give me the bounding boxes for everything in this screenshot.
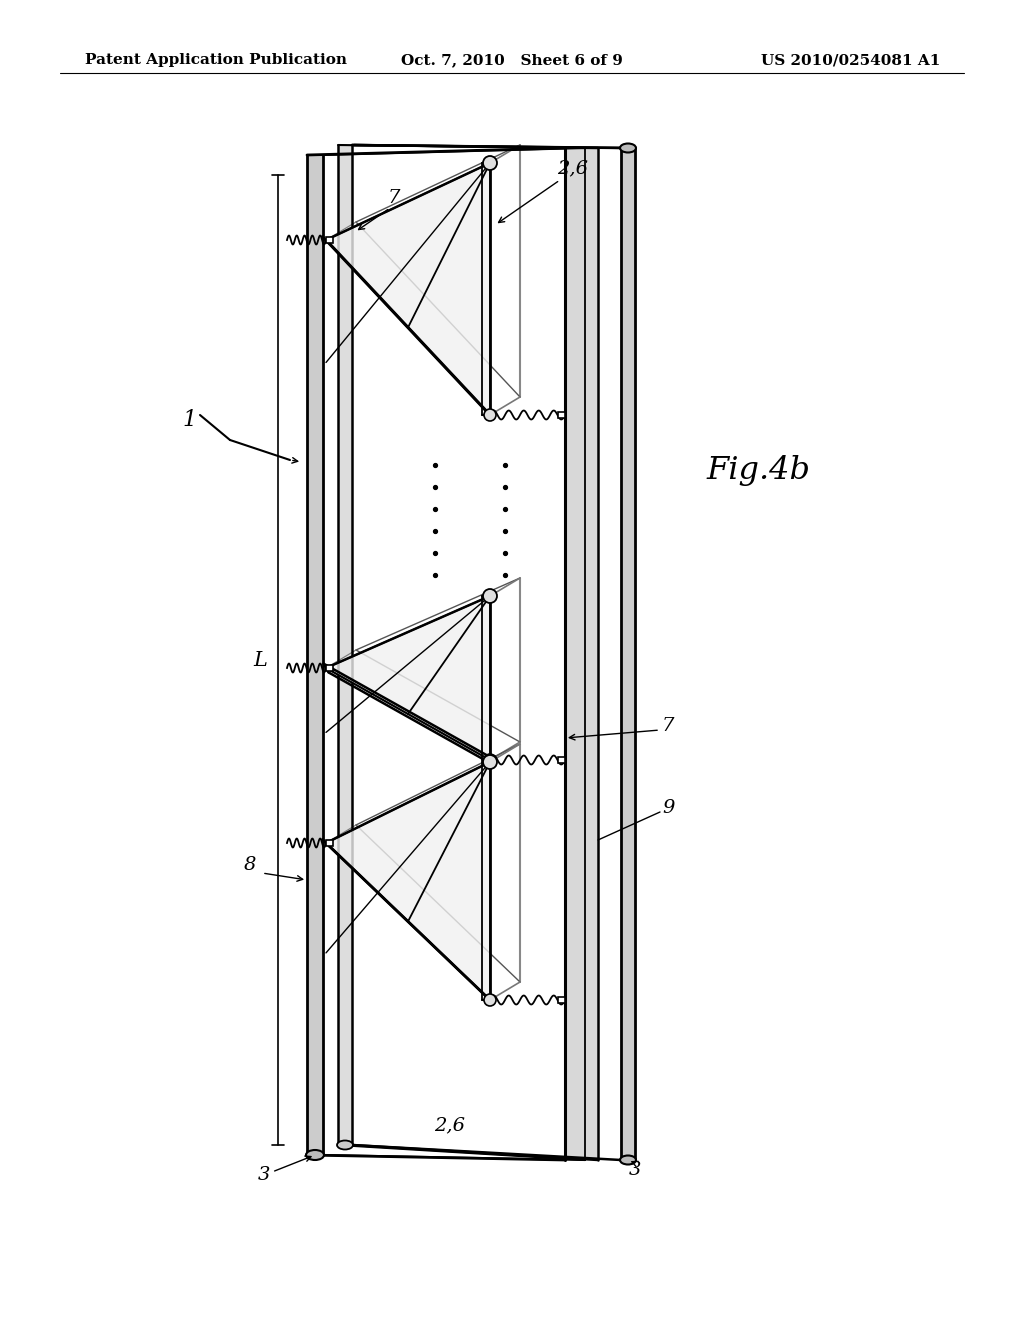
Text: 3: 3 [258,1166,270,1184]
Ellipse shape [306,1150,324,1160]
Ellipse shape [620,144,636,153]
Text: 7: 7 [662,717,675,735]
Ellipse shape [337,1140,353,1150]
Text: Fig.4b: Fig.4b [706,454,810,486]
Circle shape [483,755,497,770]
Polygon shape [558,412,565,418]
Polygon shape [326,665,333,671]
Circle shape [484,409,496,421]
Polygon shape [326,162,490,414]
Circle shape [483,589,497,603]
Text: US 2010/0254081 A1: US 2010/0254081 A1 [761,53,940,67]
Polygon shape [326,840,333,846]
Text: Oct. 7, 2010   Sheet 6 of 9: Oct. 7, 2010 Sheet 6 of 9 [401,53,623,67]
Text: 1: 1 [183,409,197,432]
Polygon shape [558,756,565,763]
Polygon shape [307,154,323,1155]
Circle shape [484,994,496,1006]
Text: 7: 7 [388,189,400,207]
Text: 2,6: 2,6 [557,158,588,177]
Text: 2,6: 2,6 [434,1115,466,1134]
Ellipse shape [620,1155,636,1164]
Text: 8: 8 [244,855,256,874]
Text: 3: 3 [629,1162,641,1179]
Polygon shape [558,997,565,1003]
Text: L: L [253,651,267,669]
Polygon shape [326,762,490,1001]
Polygon shape [338,145,352,1144]
Polygon shape [326,597,490,760]
Text: Patent Application Publication: Patent Application Publication [85,53,347,67]
Circle shape [484,754,496,766]
Polygon shape [621,148,635,1160]
Polygon shape [326,238,333,243]
Circle shape [483,156,497,170]
Polygon shape [565,148,598,1160]
Text: 9: 9 [662,799,675,817]
